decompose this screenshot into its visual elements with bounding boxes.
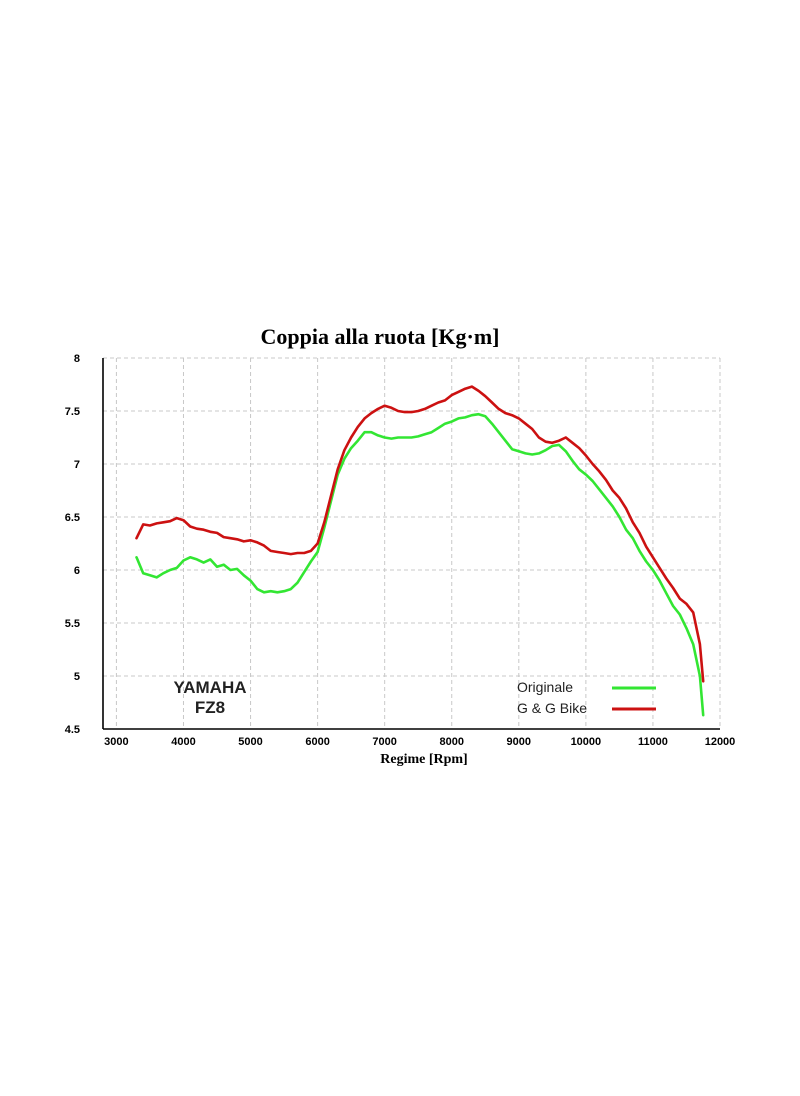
x-tick-label: 3000 xyxy=(104,736,128,748)
x-tick-label: 12000 xyxy=(705,736,736,748)
y-tick-label: 6.5 xyxy=(65,512,80,524)
chart-title: Coppia alla ruota [Kg·m] xyxy=(261,324,500,349)
x-axis-label: Regime [Rpm] xyxy=(380,752,467,767)
y-tick-labels: 4.5 5 5.5 6 6.5 7 7.5 8 xyxy=(65,353,80,736)
annotation-model: FZ8 xyxy=(195,698,225,717)
y-tick-label: 4.5 xyxy=(65,724,80,736)
y-tick-label: 7 xyxy=(74,459,80,471)
y-tick-label: 5 xyxy=(74,671,80,683)
x-tick-label: 10000 xyxy=(571,736,602,748)
x-tick-label: 7000 xyxy=(372,736,396,748)
legend: Originale G & G Bike xyxy=(517,679,656,716)
x-tick-label: 4000 xyxy=(171,736,195,748)
legend-label-originale: Originale xyxy=(517,679,573,695)
axes xyxy=(102,358,720,730)
y-tick-label: 6 xyxy=(74,565,80,577)
y-tick-label: 7.5 xyxy=(65,406,80,418)
x-tick-label: 9000 xyxy=(507,736,531,748)
legend-label-gg-bike: G & G Bike xyxy=(517,700,587,716)
x-tick-label: 8000 xyxy=(439,736,463,748)
series-lines xyxy=(135,385,705,717)
grid xyxy=(103,357,721,729)
x-tick-label: 11000 xyxy=(638,736,668,748)
y-tick-label: 8 xyxy=(74,353,80,365)
x-tick-labels: 3000 4000 5000 6000 7000 8000 9000 10000 11000 12… xyxy=(104,736,735,748)
series-line-originale xyxy=(135,412,705,717)
x-tick-label: 6000 xyxy=(305,736,329,748)
annotation-brand: YAMAHA xyxy=(173,678,246,697)
x-tick-label: 5000 xyxy=(238,736,262,748)
y-tick-label: 5.5 xyxy=(65,618,80,630)
series-line-gg-bike xyxy=(135,385,705,683)
